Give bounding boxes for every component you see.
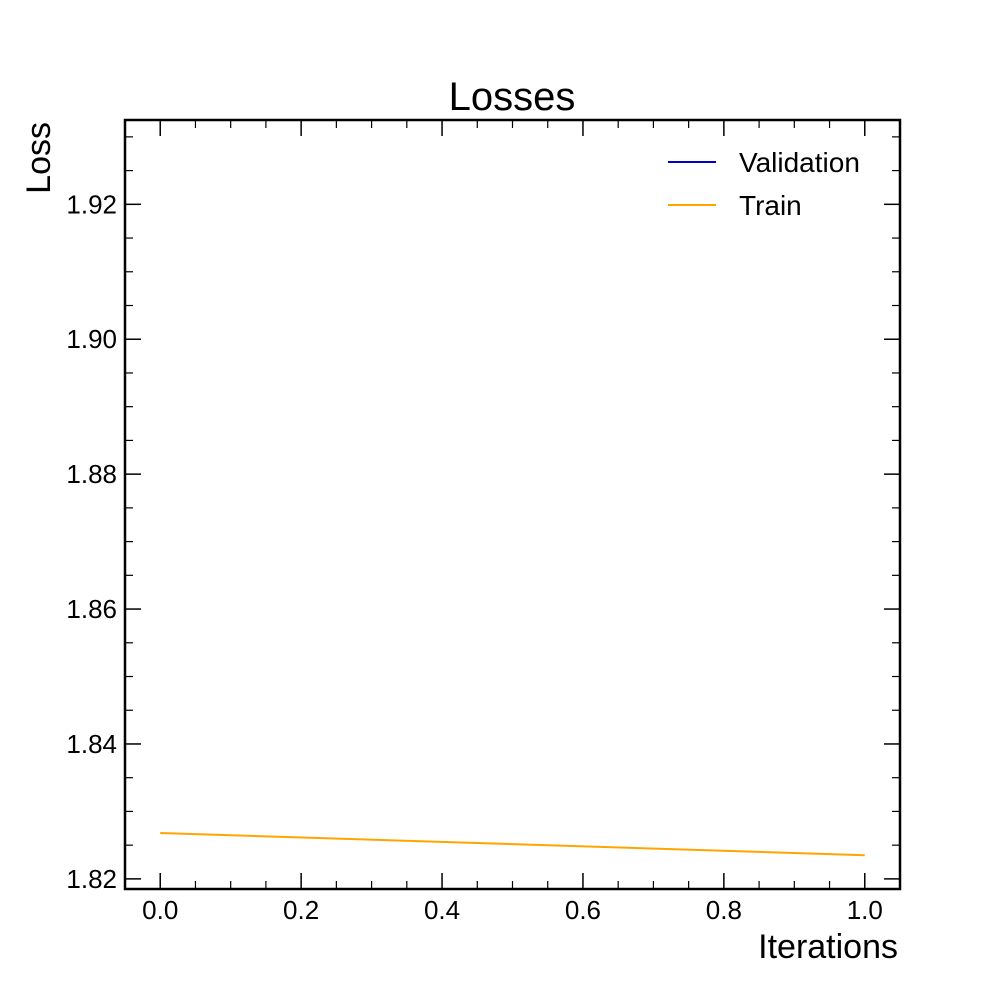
x-tick-label: 0.4 [424,895,460,925]
legend: Validation Train [668,147,860,221]
legend-label-validation: Validation [739,147,860,178]
plot-frame [123,118,902,891]
legend-label-train: Train [739,190,802,221]
series-line-train [160,832,865,857]
x-tick-label: 1.0 [847,895,883,925]
y-tick-label: 1.88 [66,459,117,489]
plot-area: 0.0 0.2 0.4 0.6 0.8 1.0 1.82 1.84 1.86 1.88 1.90 1.… [66,120,901,925]
x-tick-label: 0.0 [142,895,178,925]
x-tick-label: 0.2 [283,895,319,925]
y-tick-label: 1.92 [66,189,117,219]
y-tick-label: 1.90 [66,324,117,354]
y-tick-label: 1.84 [66,729,117,759]
y-tick-label: 1.86 [66,594,117,624]
chart-title: Losses [449,75,576,119]
y-axis-title: Loss [20,122,58,194]
x-tick-label: 0.8 [706,895,742,925]
y-tick-label: 1.82 [66,864,117,894]
x-tick-label: 0.6 [565,895,601,925]
x-axis-title: Iterations [758,928,898,966]
